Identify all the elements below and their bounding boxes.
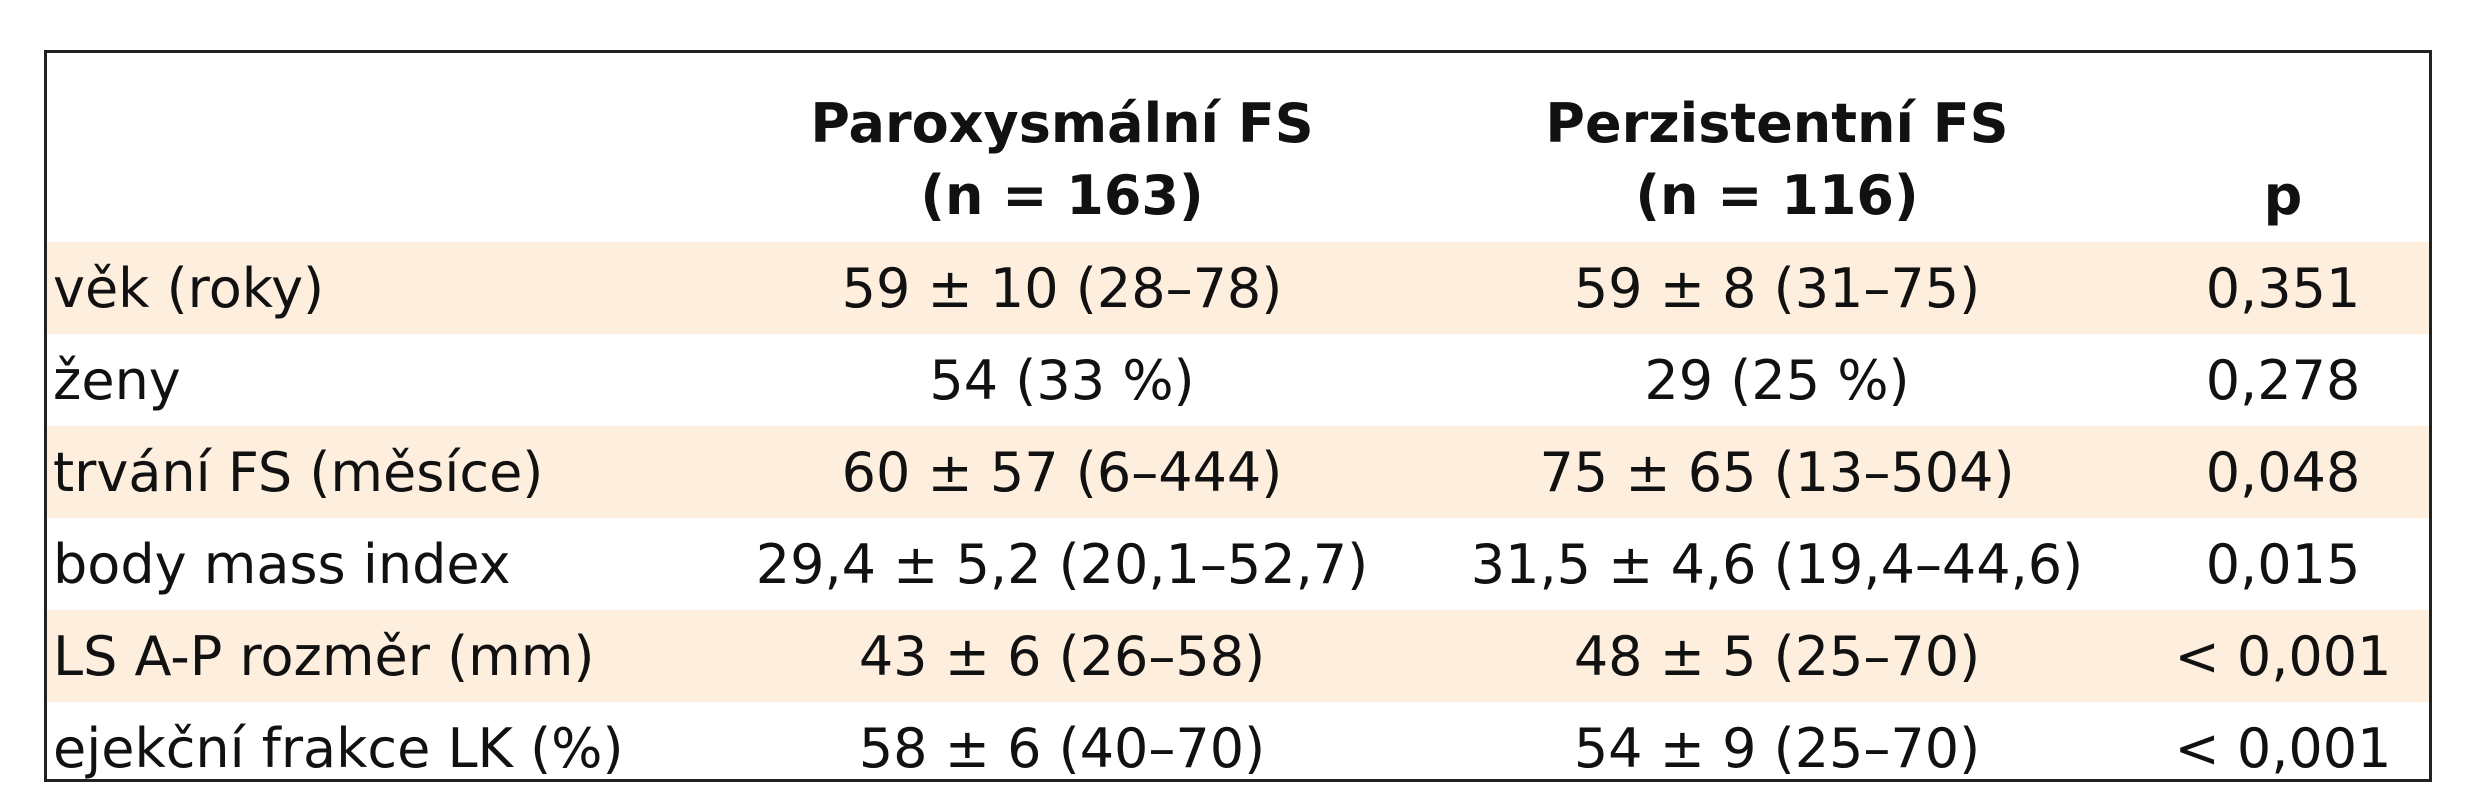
header-line: (n = 163) [920,164,1204,227]
data-table: Paroxysmální FS (n = 163) Perzistentní FS (… [47,53,2429,794]
row-label: ejekční frakce LK (%) [53,716,624,780]
column-header: p [2137,53,2429,242]
table-row: LS A-P rozměr (mm) 43 ± 6 (26–58) 48 ± 5 (… [47,610,2429,702]
cell: 0,351 [2137,242,2429,334]
table-row: ejekční frakce LK (%) 58 ± 6 (40–70) 54 ± … [47,702,2429,794]
cell: 0,278 [2205,348,2361,412]
header-line: p [2263,164,2303,227]
row-label: body mass index [53,532,511,596]
row-label: ženy [53,348,181,412]
cell: 48 ± 5 (25–70) [1417,610,2137,702]
row-label: věk (roky) [47,242,707,334]
cell: 43 ± 6 (26–58) [707,610,1417,702]
table-frame: Paroxysmální FS (n = 163) Perzistentní FS (… [44,50,2432,782]
cell: 0,048 [2137,426,2429,518]
cell: < 0,001 [2174,716,2392,780]
column-header: Paroxysmální FS (n = 163) [707,53,1417,242]
cell: 29,4 ± 5,2 (20,1–52,7) [755,532,1369,596]
table-row: trvání FS (měsíce) 60 ± 57 (6–444) 75 ± 65… [47,426,2429,518]
cell: 58 ± 6 (40–70) [858,716,1266,780]
column-header [47,53,707,242]
table-row: ženy 54 (33 %) 29 (25 %) 0,278 [47,334,2429,426]
row-label: trvání FS (měsíce) [47,426,707,518]
cell: 29 (25 %) [1644,348,1910,412]
table-body: věk (roky) 59 ± 10 (28–78) 59 ± 8 (31–75) 0… [47,242,2429,794]
header-line: Perzistentní FS [1545,92,2009,155]
cell: 0,015 [2205,532,2361,596]
table-row: věk (roky) 59 ± 10 (28–78) 59 ± 8 (31–75) 0… [47,242,2429,334]
cell: 54 (33 %) [929,348,1195,412]
header-line: (n = 116) [1635,164,1919,227]
header-line: Paroxysmální FS [810,92,1314,155]
table-row: body mass index 29,4 ± 5,2 (20,1–52,7) 31,… [47,518,2429,610]
cell: 31,5 ± 4,6 (19,4–44,6) [1470,532,2084,596]
header-row: Paroxysmální FS (n = 163) Perzistentní FS (… [47,53,2429,242]
cell: 75 ± 65 (13–504) [1417,426,2137,518]
cell: 54 ± 9 (25–70) [1573,716,1981,780]
row-label: LS A-P rozměr (mm) [47,610,707,702]
column-header: Perzistentní FS (n = 116) [1417,53,2137,242]
cell: 59 ± 10 (28–78) [707,242,1417,334]
cell: 59 ± 8 (31–75) [1417,242,2137,334]
cell: < 0,001 [2137,610,2429,702]
cell: 60 ± 57 (6–444) [707,426,1417,518]
